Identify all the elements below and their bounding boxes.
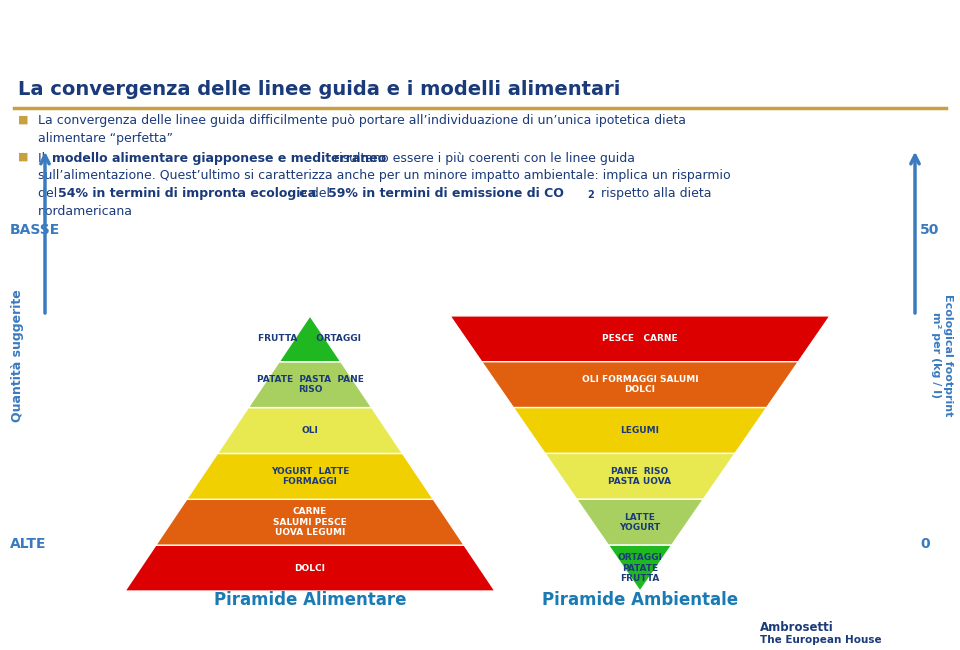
- Text: Il: Il: [38, 151, 49, 164]
- Polygon shape: [279, 316, 341, 362]
- Text: alimentare “perfetta”: alimentare “perfetta”: [38, 132, 173, 145]
- Text: Barilla Center for Food & Nutrition – Food for Health: Barilla Center for Food & Nutrition – Fo…: [173, 25, 787, 45]
- Text: FRUTTA      ORTAGGI: FRUTTA ORTAGGI: [258, 334, 362, 343]
- Polygon shape: [218, 408, 402, 454]
- Polygon shape: [482, 362, 799, 408]
- Text: modello alimentare giapponese e mediterraneo: modello alimentare giapponese e mediterr…: [52, 151, 386, 164]
- Text: La convergenza delle linee guida difficilmente può portare all’individuazione di: La convergenza delle linee guida diffici…: [38, 114, 686, 127]
- Polygon shape: [609, 545, 672, 591]
- Polygon shape: [125, 545, 495, 591]
- Text: 50: 50: [920, 222, 940, 237]
- Text: Quantità suggerite: Quantità suggerite: [12, 289, 25, 422]
- Text: YOGURT  LATTE
FORMAGGI: YOGURT LATTE FORMAGGI: [271, 467, 349, 486]
- Text: rispetto alla dieta: rispetto alla dieta: [597, 187, 711, 200]
- Text: LEGUMI: LEGUMI: [620, 426, 660, 435]
- Text: BASSE: BASSE: [10, 222, 60, 237]
- Polygon shape: [249, 362, 372, 408]
- Text: 2: 2: [587, 190, 593, 200]
- Text: 54% in termini di impronta ecologica: 54% in termini di impronta ecologica: [58, 187, 316, 200]
- Text: LATTE
YOGURT: LATTE YOGURT: [619, 513, 660, 532]
- Text: ORTAGGI
PATATE
FRUTTA: ORTAGGI PATATE FRUTTA: [617, 553, 662, 583]
- Text: Ecological footprint
m² per (kg / l): Ecological footprint m² per (kg / l): [931, 294, 952, 417]
- Text: The European House: The European House: [760, 635, 881, 645]
- Polygon shape: [186, 454, 433, 499]
- Text: OLI: OLI: [301, 426, 319, 435]
- Polygon shape: [450, 316, 830, 362]
- Text: DOLCI: DOLCI: [295, 564, 325, 573]
- Polygon shape: [577, 499, 704, 545]
- Text: PESCE   CARNE: PESCE CARNE: [602, 334, 678, 343]
- Text: sull’alimentazione. Quest’ultimo si caratterizza anche per un minore impatto amb: sull’alimentazione. Quest’ultimo si cara…: [38, 170, 731, 183]
- Text: 0: 0: [920, 537, 929, 551]
- Polygon shape: [545, 454, 735, 499]
- Text: ■: ■: [18, 114, 29, 124]
- Text: ALTE: ALTE: [10, 537, 46, 551]
- Text: del: del: [38, 187, 61, 200]
- Text: risultano essere i più coerenti con le linee guida: risultano essere i più coerenti con le l…: [330, 151, 635, 164]
- Text: nordamericana: nordamericana: [38, 205, 133, 218]
- Text: ■: ■: [18, 151, 29, 162]
- Text: PATATE  PASTA  PANE
RISO: PATATE PASTA PANE RISO: [256, 375, 364, 395]
- Polygon shape: [514, 408, 767, 454]
- Text: OLI FORMAGGI SALUMI
DOLCI: OLI FORMAGGI SALUMI DOLCI: [582, 375, 698, 395]
- Text: CARNE
SALUMI PESCE
UOVA LEGUMI: CARNE SALUMI PESCE UOVA LEGUMI: [274, 508, 347, 537]
- Text: PANE  RISO
PASTA UOVA: PANE RISO PASTA UOVA: [609, 467, 672, 486]
- Polygon shape: [156, 499, 465, 545]
- Text: Ambrosetti: Ambrosetti: [760, 621, 833, 634]
- Text: La convergenza delle linee guida e i modelli alimentari: La convergenza delle linee guida e i mod…: [18, 80, 620, 99]
- Text: Piramide Alimentare: Piramide Alimentare: [214, 591, 406, 609]
- Text: e del: e del: [295, 187, 334, 200]
- Text: 59% in termini di emissione di CO: 59% in termini di emissione di CO: [328, 187, 564, 200]
- Text: Piramide Ambientale: Piramide Ambientale: [542, 591, 738, 609]
